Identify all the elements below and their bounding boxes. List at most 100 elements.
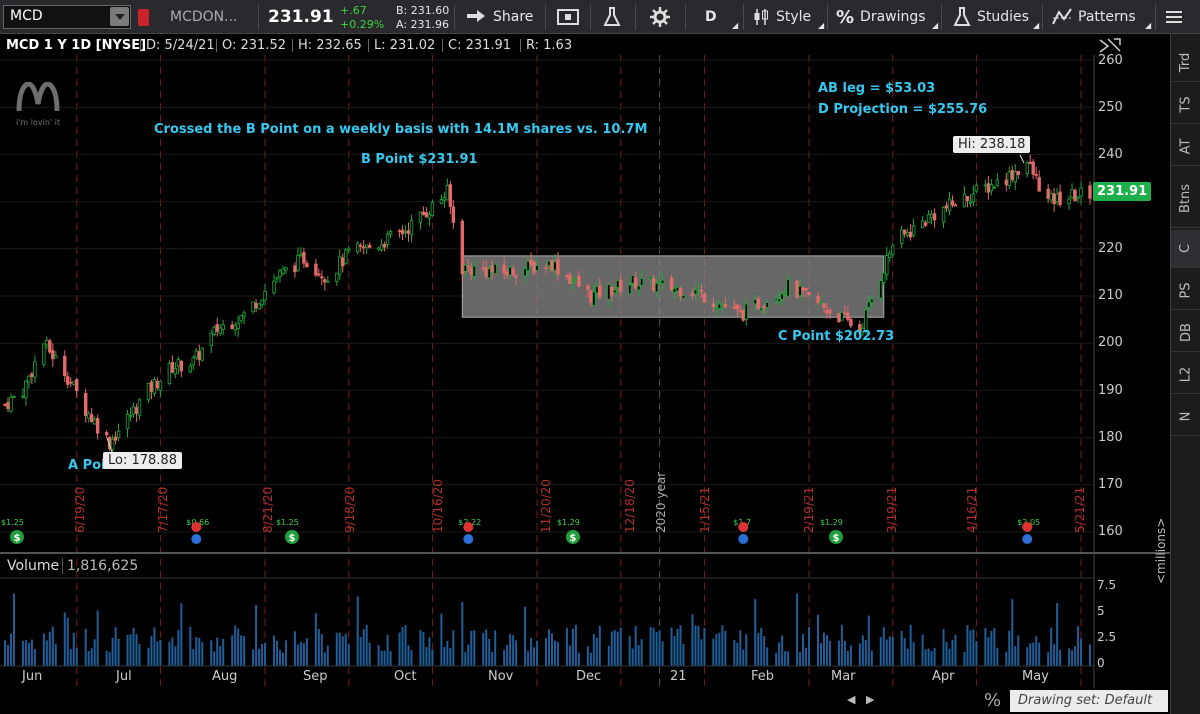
candle-body <box>158 380 163 391</box>
candle-body <box>1070 189 1074 198</box>
b-point-label[interactable]: B Point $231.91 <box>361 152 478 167</box>
tab-n[interactable]: N <box>1171 398 1200 436</box>
net-change-percent: +0.29% <box>340 17 385 31</box>
volume-bar <box>171 637 174 666</box>
price-chart[interactable]: $1.25$$0.66$1.25$$2.22$1.29$$1.7$1.29$$2… <box>0 0 1170 714</box>
volume-bar <box>652 627 655 666</box>
drawing-percent-icon[interactable]: % <box>984 690 1002 711</box>
flexible-grid-button[interactable] <box>557 0 579 34</box>
candle-body <box>179 360 184 372</box>
tab-l2[interactable]: L2 <box>1171 356 1200 394</box>
high-bubble: Hi: 238.18 <box>953 136 1031 153</box>
volume-bar <box>305 638 308 666</box>
volume-bar <box>1089 644 1091 666</box>
dividend-icon <box>828 530 843 544</box>
candle-body <box>654 283 659 293</box>
candle-body <box>490 265 494 272</box>
candle-body <box>42 343 46 365</box>
volume-bar <box>655 632 658 666</box>
volume-bar <box>524 606 527 666</box>
settings-button[interactable] <box>650 0 670 34</box>
candle-body <box>1049 193 1053 201</box>
volume-bar <box>930 651 933 666</box>
volume-bar <box>234 625 237 666</box>
candle-body <box>275 277 279 280</box>
month-tick: 21 <box>670 669 687 684</box>
share-icon <box>467 10 485 23</box>
zoom-tool-icon[interactable] <box>1098 37 1122 53</box>
candle-body <box>439 199 444 205</box>
patterns-menu[interactable]: Patterns <box>1052 0 1136 34</box>
candle-body <box>828 309 832 314</box>
volume-bar <box>550 633 553 666</box>
volume-bar <box>515 640 518 666</box>
studies-chevron-icon: ◢ <box>1033 20 1040 30</box>
candle-body <box>358 245 363 247</box>
period-chevron-icon[interactable]: ◢ <box>732 20 739 30</box>
drawing-set-selector[interactable]: Drawing set: Default <box>1010 690 1168 712</box>
candle-body <box>1046 188 1050 199</box>
studies-menu[interactable]: Studies <box>953 0 1029 34</box>
volume-bar <box>867 615 870 666</box>
earnings-icon <box>463 522 474 532</box>
scroll-right-arrow-icon[interactable]: ▶ <box>866 693 875 706</box>
date-marker: 3/19/21 <box>885 486 899 533</box>
ab-leg-label[interactable]: AB leg = $53.03 <box>818 81 936 96</box>
volume-bar <box>754 599 757 666</box>
tab-ts[interactable]: TS <box>1171 86 1200 124</box>
volume-bar <box>586 646 589 666</box>
symbol-dropdown-button[interactable] <box>110 7 129 26</box>
symbol-input[interactable]: MCD <box>3 5 131 29</box>
candle-body <box>753 299 757 305</box>
tab-trd[interactable]: Trd <box>1171 44 1200 82</box>
volume-bar <box>494 630 497 666</box>
candle-body <box>738 310 742 313</box>
volume-bar <box>763 636 766 666</box>
tab-c[interactable]: C <box>1171 230 1200 268</box>
flask-icon <box>603 7 621 26</box>
tab-db[interactable]: DB <box>1171 314 1200 352</box>
candle-body <box>929 214 934 218</box>
volume-bar <box>721 625 724 666</box>
candle-body <box>651 278 656 291</box>
tab-at[interactable]: AT <box>1171 128 1200 166</box>
volume-bar <box>404 625 407 666</box>
date-marker: 9/18/20 <box>343 486 357 533</box>
candle-body <box>460 220 465 275</box>
drawings-menu[interactable]: % Drawings <box>836 6 926 28</box>
candle-body <box>146 383 151 401</box>
c-point-label[interactable]: C Point $202.73 <box>778 329 895 344</box>
volume-bar <box>21 640 24 666</box>
candle-body <box>962 193 967 208</box>
candle-body <box>45 339 49 346</box>
scroll-left-arrow-icon[interactable]: ◀ <box>847 693 856 706</box>
candle-body <box>257 303 261 310</box>
link-color-chip[interactable] <box>138 9 149 26</box>
volume-bar <box>1074 645 1077 666</box>
candle-body <box>702 293 707 303</box>
candle-body <box>230 324 234 330</box>
period-selector[interactable]: D <box>705 9 717 25</box>
share-button[interactable]: Share <box>465 0 533 34</box>
volume-bar <box>828 640 831 666</box>
d-projection-label[interactable]: D Projection = $255.76 <box>818 102 988 117</box>
style-menu[interactable]: Style <box>752 0 811 34</box>
tab-btns[interactable]: Btns <box>1171 170 1200 228</box>
candle-body <box>200 347 204 361</box>
candle-body <box>681 295 686 299</box>
volume-bar <box>879 637 882 666</box>
menu-button[interactable] <box>1165 0 1183 34</box>
a-point-label[interactable]: A Poi <box>68 458 106 473</box>
volume-bar <box>1011 599 1014 666</box>
volume-label: Volume <box>7 558 60 574</box>
thinkscript-lab-button[interactable] <box>603 0 621 34</box>
drawings-chevron-icon: ◢ <box>932 20 939 30</box>
candle-body <box>51 350 55 360</box>
volume-bar <box>359 636 362 666</box>
candle-body <box>314 263 318 276</box>
tab-ps[interactable]: PS <box>1171 272 1200 310</box>
volume-bar <box>195 637 198 666</box>
crossed-b-point-note[interactable]: Crossed the B Point on a weekly basis wi… <box>154 122 648 137</box>
month-tick: Mar <box>831 669 856 684</box>
volume-series <box>4 593 1091 666</box>
